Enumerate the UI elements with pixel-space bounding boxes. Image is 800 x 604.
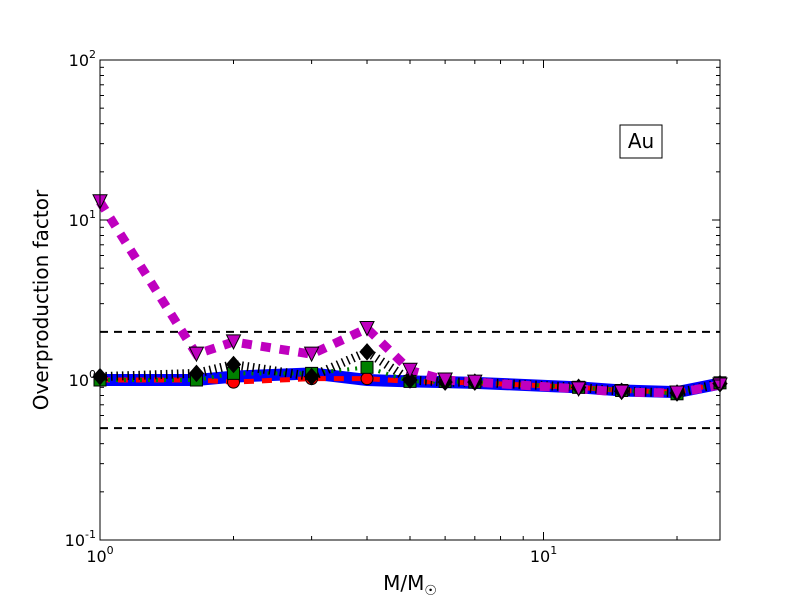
series-line	[96, 199, 721, 398]
series-layer	[92, 194, 728, 430]
data-point	[402, 371, 418, 389]
data-point	[225, 355, 242, 374]
data-point	[359, 343, 375, 361]
y-tick-label: 100	[69, 368, 96, 390]
data-point	[360, 360, 374, 374]
data-point	[570, 381, 587, 398]
annotation-label: Au	[628, 129, 654, 153]
data-point	[188, 346, 205, 363]
data-point	[359, 320, 375, 337]
data-point	[467, 374, 483, 391]
data-point	[360, 372, 374, 386]
data-point	[437, 372, 453, 389]
y-tick-label: 101	[69, 208, 96, 230]
x-tick-label: 101	[530, 544, 557, 566]
y-tick-label: 10-1	[65, 528, 96, 550]
annotation-box: Au	[619, 124, 663, 159]
y-axis-label: Overproduction factor	[29, 189, 53, 410]
data-point	[225, 334, 242, 351]
x-axis-label: M/M☉	[383, 571, 437, 599]
x-tick-label: 100	[86, 544, 113, 566]
y-tick-label: 102	[69, 48, 96, 70]
data-point	[669, 385, 685, 402]
data-point	[613, 384, 630, 401]
data-point	[303, 367, 320, 386]
data-point	[188, 364, 205, 383]
data-point	[303, 346, 320, 363]
data-point	[402, 362, 418, 379]
